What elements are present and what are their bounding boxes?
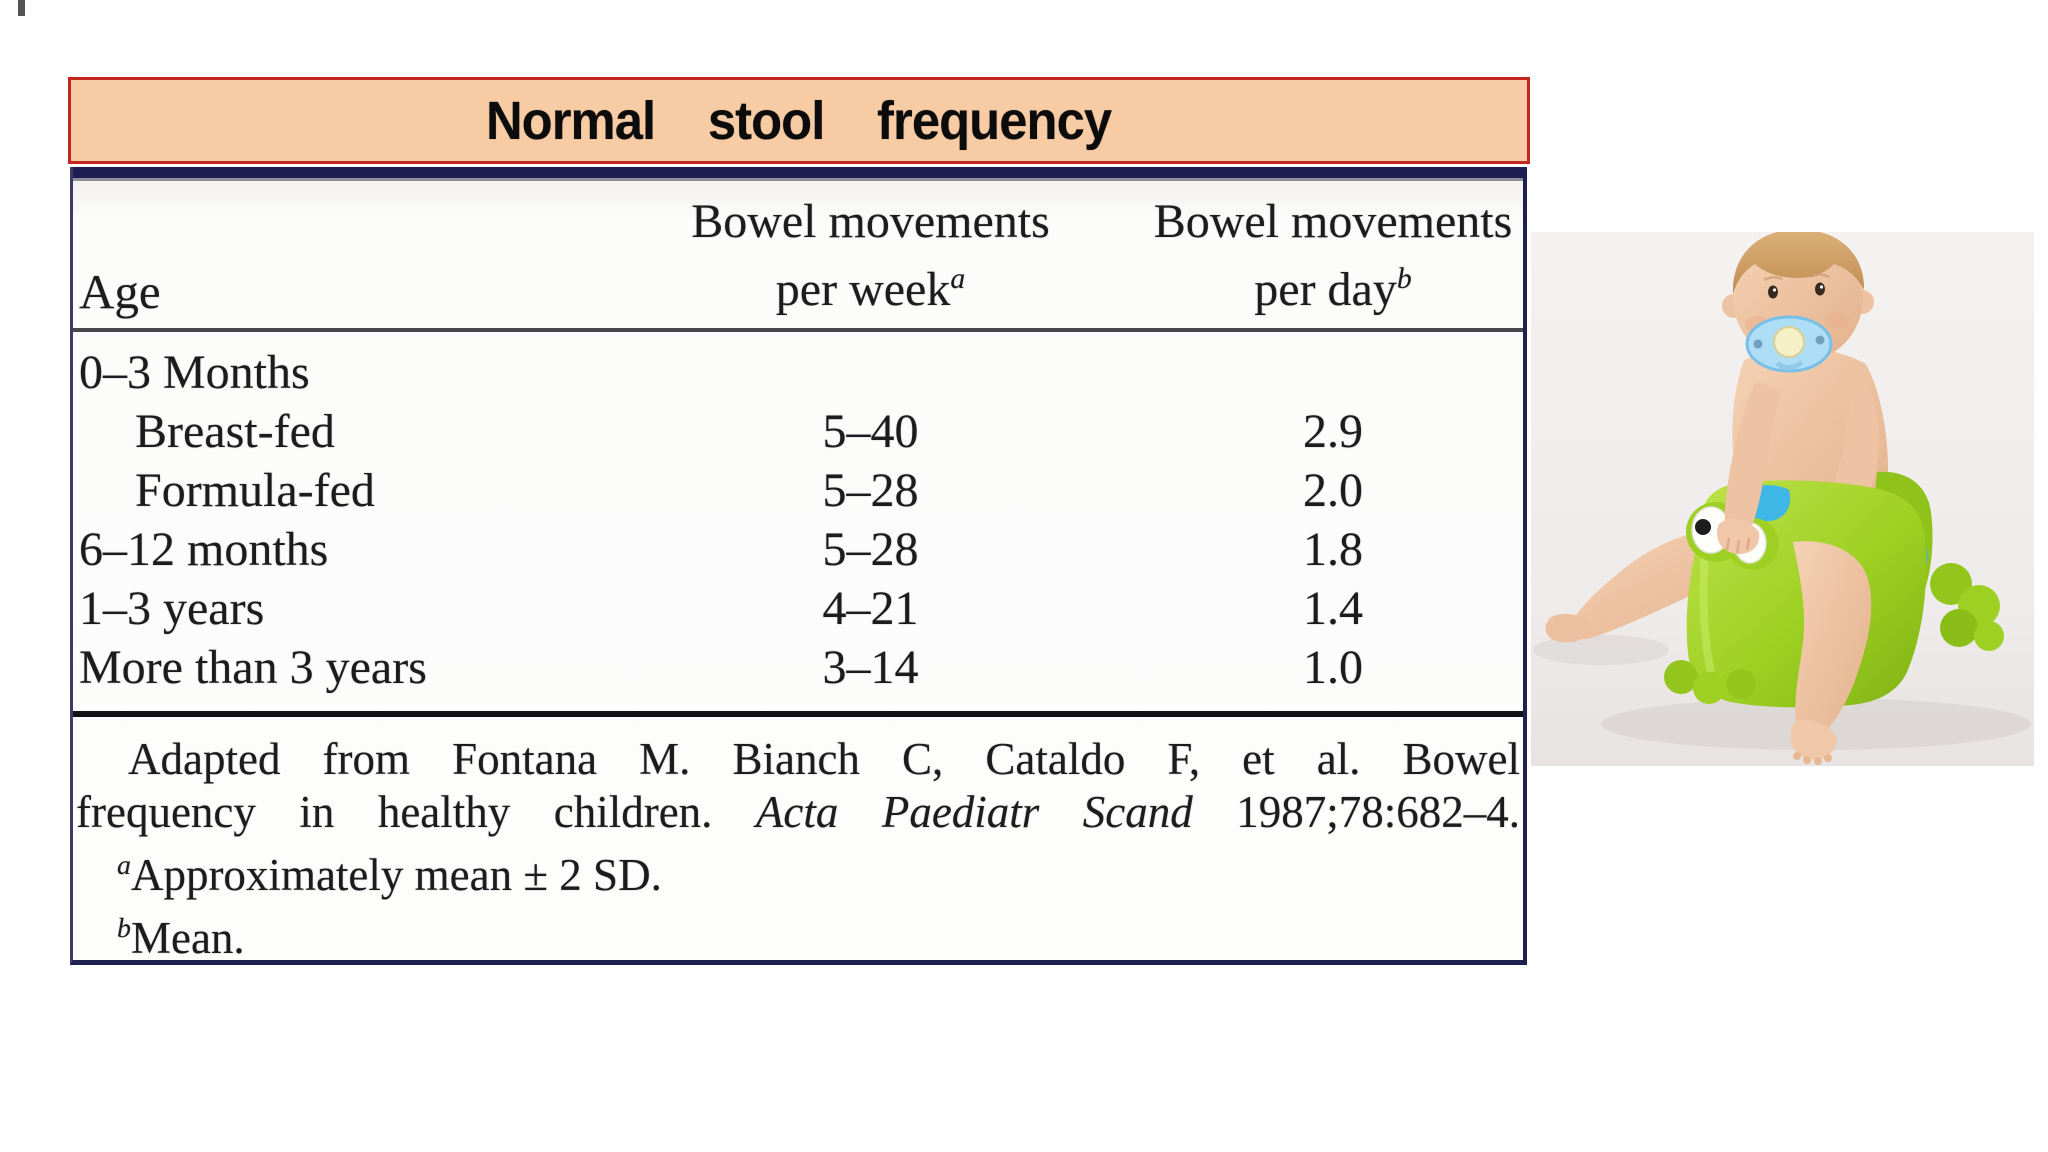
- baby-left-arm: [1717, 382, 1783, 555]
- per-week-cell: 5–28: [822, 464, 919, 517]
- table-row: 0–3 Months: [73, 344, 1523, 403]
- pacifier-icon: [1745, 315, 1833, 373]
- per-day-cell: 1.4: [1303, 582, 1363, 635]
- column-header-per-week: Bowel movements per weeka: [624, 181, 1117, 328]
- baby-head: [1722, 232, 1874, 373]
- scan-artifact-mark: [18, 0, 25, 16]
- per-week-header-line1: Bowel movements: [691, 195, 1050, 248]
- per-week-cell: 4–21: [822, 582, 919, 635]
- journal-name: Acta Paediatr Scand: [755, 787, 1193, 837]
- per-day-cell: 2.0: [1303, 464, 1363, 517]
- footnote-marker-b: b: [1396, 262, 1412, 295]
- per-day-header-line1: Bowel movements: [1153, 195, 1513, 248]
- table-row: More than 3 years 3–14 1.0: [73, 639, 1523, 698]
- table-body: 0–3 Months Breast-fed 5–40 2.9 Formula-f…: [73, 332, 1523, 698]
- title-bar: Normal stool frequency: [68, 77, 1530, 164]
- per-day-cell: 1.8: [1303, 523, 1363, 576]
- column-header-per-day: Bowel movements per dayb: [1117, 181, 1523, 328]
- age-cell: Formula-fed: [135, 464, 375, 517]
- column-header-age: Age: [73, 181, 624, 328]
- per-week-cell: [624, 344, 1117, 403]
- baby-right-leg: [1790, 541, 1872, 765]
- table-row: 6–12 months 5–28 1.8: [73, 521, 1523, 580]
- baby-photo-illustration: [1531, 232, 2034, 766]
- table-header-row: Age Bowel movements per weeka Bowel move…: [73, 181, 1523, 332]
- table-row: 1–3 years 4–21 1.4: [73, 580, 1523, 639]
- per-week-header-line2: per weeka: [775, 262, 966, 316]
- age-cell: 0–3 Months: [79, 346, 310, 399]
- footnote-b: bMean.: [117, 913, 245, 963]
- age-cell: 1–3 years: [79, 582, 265, 635]
- table-row: Breast-fed 5–40 2.9: [73, 403, 1523, 462]
- per-day-header-line2: per dayb: [1254, 262, 1412, 316]
- footnote-marker-a: a: [950, 262, 966, 295]
- per-day-cell: [1117, 344, 1523, 403]
- baby-hair: [1732, 232, 1865, 294]
- age-header-label: Age: [79, 264, 161, 319]
- age-cell: More than 3 years: [79, 641, 427, 694]
- baby-on-frog-potty-photo: [1531, 232, 2034, 766]
- table-row: Formula-fed 5–28 2.0: [73, 462, 1523, 521]
- table-bottom-rule: [73, 711, 1523, 717]
- age-cell: 6–12 months: [79, 523, 329, 576]
- per-day-cell: 1.0: [1303, 641, 1363, 694]
- footnote-a: aApproximately mean ± 2 SD.: [117, 850, 662, 900]
- frog-feet: [1664, 563, 2004, 704]
- per-week-cell: 3–14: [822, 641, 919, 694]
- per-week-cell: 5–28: [822, 523, 919, 576]
- table-top-rule: [73, 167, 1523, 181]
- citation-line2: frequency in healthy children. Acta Paed…: [76, 787, 1520, 837]
- table-footnotes: Adapted from Fontana M. Bianch C, Catald…: [73, 717, 1523, 965]
- citation-line1: Adapted from Fontana M. Bianch C, Catald…: [128, 734, 1520, 784]
- age-cell: Breast-fed: [135, 405, 335, 458]
- stool-frequency-table: Age Bowel movements per weeka Bowel move…: [70, 167, 1527, 965]
- per-day-cell: 2.9: [1303, 405, 1363, 458]
- per-week-cell: 5–40: [822, 405, 919, 458]
- page-title: Normal stool frequency: [486, 90, 1112, 151]
